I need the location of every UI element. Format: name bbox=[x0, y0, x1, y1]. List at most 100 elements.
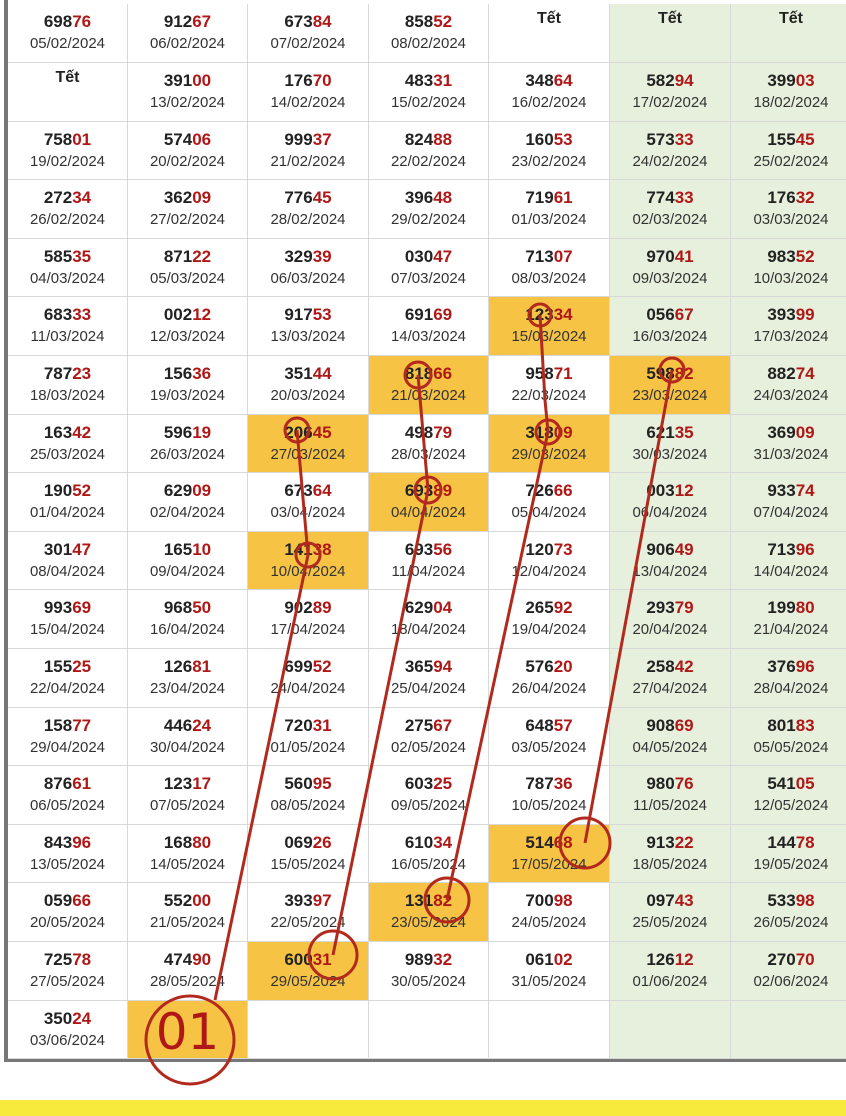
number-head: 598 bbox=[646, 364, 675, 383]
cell: 98932 30/05/2024 bbox=[369, 942, 489, 1001]
date: 20/02/2024 bbox=[149, 152, 226, 170]
number-head: 776 bbox=[284, 188, 313, 208]
cell: 39397 22/05/2024 bbox=[248, 883, 369, 942]
number-head: 158 bbox=[43, 715, 73, 735]
number-tail: 45 bbox=[312, 188, 332, 208]
number-tail: 70 bbox=[795, 950, 815, 969]
date: 20/04/2024 bbox=[632, 621, 708, 639]
cell: 87122 05/03/2024 bbox=[128, 238, 248, 298]
number-head: 069 bbox=[284, 832, 313, 852]
number-head: 002 bbox=[163, 305, 193, 325]
date: 29/03/2024 bbox=[511, 445, 587, 463]
cell: 96850 16/04/2024 bbox=[128, 590, 248, 649]
number-tail: 84 bbox=[312, 12, 332, 32]
number-head: 933 bbox=[767, 481, 796, 501]
number: 95871 bbox=[489, 364, 609, 384]
number: 58535 bbox=[8, 247, 127, 267]
date: 07/04/2024 bbox=[753, 504, 829, 522]
cell: 67384 07/02/2024 bbox=[248, 4, 369, 63]
number: 36209 bbox=[128, 188, 247, 208]
cell: 05966 20/05/2024 bbox=[8, 883, 128, 942]
number-tail: 25 bbox=[72, 657, 92, 676]
date: 06/05/2024 bbox=[29, 797, 106, 815]
number-tail: 76 bbox=[674, 774, 694, 794]
number-head: 293 bbox=[646, 598, 675, 618]
date: 15/03/2024 bbox=[511, 328, 587, 346]
number: 03047 bbox=[369, 247, 488, 267]
number-head: 787 bbox=[525, 774, 554, 794]
number: 91322 bbox=[610, 833, 730, 853]
date: 26/04/2024 bbox=[511, 680, 587, 697]
date: 09/03/2024 bbox=[632, 269, 708, 287]
holiday: Tết bbox=[55, 69, 80, 86]
number: 19052 bbox=[8, 481, 127, 501]
cell: 82488 22/02/2024 bbox=[369, 121, 489, 181]
number-tail: 61 bbox=[72, 774, 92, 794]
number-tail: 00 bbox=[192, 891, 212, 911]
cell: 91753 13/03/2024 bbox=[248, 297, 369, 356]
cell: 12612 01/06/2024 bbox=[610, 942, 731, 1001]
number-tail: 07 bbox=[553, 246, 573, 266]
date: 20/03/2024 bbox=[270, 387, 346, 404]
number: 84396 bbox=[8, 833, 127, 853]
cell: 62135 30/03/2024 bbox=[610, 414, 731, 474]
cell: 57333 24/02/2024 bbox=[610, 121, 731, 181]
number: 25842 bbox=[610, 657, 730, 677]
date: 03/06/2024 bbox=[29, 1031, 106, 1049]
number-tail: 83 bbox=[795, 715, 815, 735]
cell: Tết bbox=[489, 4, 610, 63]
cell: 55200 21/05/2024 bbox=[128, 883, 248, 942]
cell: 16342 25/03/2024 bbox=[8, 414, 128, 474]
number-tail: 39 bbox=[312, 246, 332, 266]
cell: 70098 24/05/2024 bbox=[489, 883, 610, 942]
date: 02/04/2024 bbox=[149, 504, 226, 522]
number-tail: 71 bbox=[553, 364, 573, 383]
number-tail: 33 bbox=[674, 188, 694, 208]
number: 15636 bbox=[128, 364, 247, 384]
number-head: 155 bbox=[767, 129, 796, 149]
cell: 98076 11/05/2024 bbox=[610, 766, 731, 825]
number-tail: 12 bbox=[192, 305, 212, 325]
date: 28/04/2024 bbox=[753, 680, 829, 697]
holiday: Tết bbox=[537, 10, 561, 28]
number-tail: 31 bbox=[312, 950, 332, 969]
number-head: 980 bbox=[646, 774, 675, 794]
number: 16880 bbox=[128, 833, 247, 853]
number-tail: 09 bbox=[553, 422, 573, 442]
cell: 95871 22/03/2024 bbox=[489, 356, 610, 415]
number-tail: 36 bbox=[553, 774, 573, 794]
number: 17632 bbox=[731, 188, 846, 208]
number-head: 700 bbox=[525, 891, 554, 911]
number-tail: 20 bbox=[553, 657, 573, 676]
number-tail: 35 bbox=[72, 246, 92, 266]
cell: 16880 14/05/2024 bbox=[128, 824, 248, 884]
number: 35024 bbox=[8, 1009, 127, 1029]
number-head: 698 bbox=[43, 12, 73, 32]
number-tail: 80 bbox=[795, 598, 815, 618]
number-tail: 96 bbox=[72, 832, 92, 852]
number-head: 163 bbox=[43, 422, 73, 442]
number: 27070 bbox=[731, 950, 846, 970]
number-head: 582 bbox=[646, 71, 675, 90]
number-tail: 90 bbox=[192, 950, 212, 969]
number: 49879 bbox=[369, 423, 488, 443]
number-tail: 89 bbox=[433, 481, 453, 501]
date: 16/03/2024 bbox=[632, 328, 708, 346]
number: 27234 bbox=[8, 188, 127, 208]
number-tail: 24 bbox=[72, 1008, 92, 1028]
number-head: 720 bbox=[284, 715, 313, 735]
cell: 58535 04/03/2024 bbox=[8, 238, 128, 298]
date: 07/05/2024 bbox=[149, 797, 226, 815]
number-head: 399 bbox=[767, 71, 796, 90]
number-tail: 34 bbox=[433, 832, 453, 852]
number-tail: 94 bbox=[433, 657, 453, 676]
number: 13182 bbox=[369, 891, 488, 911]
date: 26/02/2024 bbox=[29, 211, 106, 229]
date: 27/03/2024 bbox=[270, 445, 346, 463]
date: 16/05/2024 bbox=[390, 855, 467, 873]
number-tail: 67 bbox=[674, 305, 694, 325]
number-head: 726 bbox=[525, 481, 554, 501]
number-head: 059 bbox=[43, 891, 73, 911]
number: 62904 bbox=[369, 598, 488, 618]
